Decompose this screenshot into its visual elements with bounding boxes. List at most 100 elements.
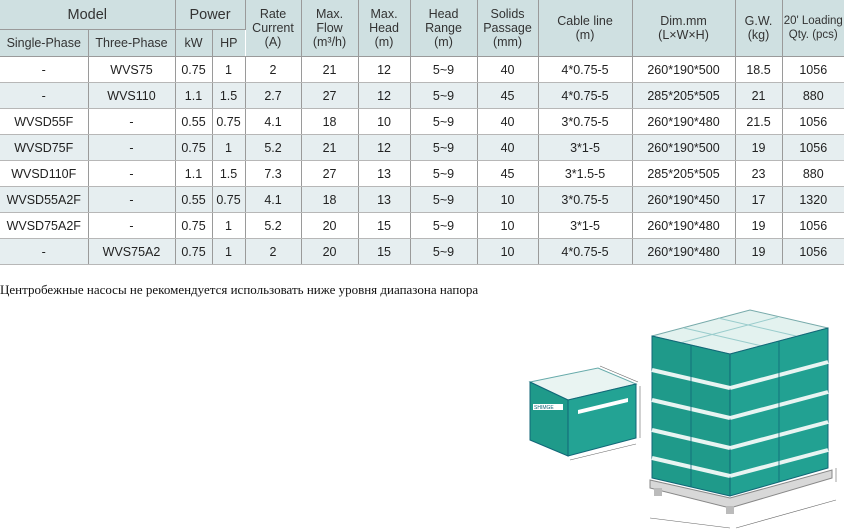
header-max-head: Max. Head (m) (358, 0, 411, 57)
carton-brand-label: SHIMGE (534, 405, 554, 411)
cell-three-phase: WVS75 (88, 56, 176, 83)
cell-loading-qty: 1056 (782, 212, 844, 239)
cell-loading-qty: 880 (782, 160, 844, 187)
cell-kw: 0.75 (175, 56, 213, 83)
cell-hp: 1.5 (212, 82, 246, 109)
note-text: Центробежные насосы не рекомендуется исп… (0, 282, 479, 297)
cell-max-flow: 20 (301, 212, 359, 239)
cell-loading-qty: 1320 (782, 186, 844, 213)
cell-hp: 1 (212, 134, 246, 161)
table-row: - WVS110 1.1 1.5 2.7 27 12 5~9 45 4*0.75-5 285*205… (0, 82, 844, 109)
cell-loading-qty: 1056 (782, 238, 844, 265)
cell-gross-weight: 19 (735, 134, 783, 161)
cell-solids-passage: 10 (477, 186, 539, 213)
cell-max-head: 12 (358, 82, 411, 109)
cell-max-head: 13 (358, 160, 411, 187)
cell-gross-weight: 21.5 (735, 108, 783, 135)
header-gross-weight: G.W. (kg) (735, 0, 783, 57)
cell-cable-line: 3*1.5-5 (538, 160, 633, 187)
cell-single-phase: WVSD110F (0, 160, 89, 187)
cell-solids-passage: 45 (477, 160, 539, 187)
cell-kw: 0.55 (175, 186, 213, 213)
header-dimensions: Dim.mm (L×W×H) (632, 0, 736, 57)
cell-max-head: 12 (358, 134, 411, 161)
cell-max-head: 13 (358, 186, 411, 213)
header-model: Model (0, 0, 176, 30)
cell-dimensions: 260*190*480 (632, 238, 736, 265)
cell-loading-qty: 1056 (782, 56, 844, 83)
cell-max-flow: 18 (301, 108, 359, 135)
cell-hp: 0.75 (212, 186, 246, 213)
cell-rate-current: 4.1 (245, 108, 302, 135)
cell-single-phase: - (0, 56, 89, 83)
cell-gross-weight: 21 (735, 82, 783, 109)
cell-cable-line: 4*0.75-5 (538, 238, 633, 265)
header-max-flow: Max. Flow (m³/h) (301, 0, 359, 57)
cell-rate-current: 5.2 (245, 212, 302, 239)
cell-rate-current: 2.7 (245, 82, 302, 109)
cell-kw: 0.55 (175, 108, 213, 135)
cell-dimensions: 260*190*480 (632, 212, 736, 239)
header-hp: HP (212, 29, 246, 57)
header-power: Power (175, 0, 246, 30)
cell-cable-line: 3*0.75-5 (538, 186, 633, 213)
cell-three-phase: - (88, 160, 176, 187)
header-solids-passage: Solids Passage (mm) (477, 0, 539, 57)
cell-dimensions: 285*205*505 (632, 82, 736, 109)
cell-head-range: 5~9 (410, 82, 478, 109)
cell-dimensions: 260*190*500 (632, 56, 736, 83)
cell-rate-current: 7.3 (245, 160, 302, 187)
header-cable-line: Cable line (m) (538, 0, 633, 57)
cell-single-phase: WVSD75A2F (0, 212, 89, 239)
cell-single-phase: - (0, 82, 89, 109)
cell-solids-passage: 10 (477, 238, 539, 265)
cell-three-phase: - (88, 134, 176, 161)
cell-hp: 1 (212, 56, 246, 83)
header-three-phase: Three-Phase (88, 29, 176, 57)
cell-gross-weight: 18.5 (735, 56, 783, 83)
cell-cable-line: 3*0.75-5 (538, 108, 633, 135)
cell-max-head: 15 (358, 238, 411, 265)
cell-cable-line: 3*1-5 (538, 212, 633, 239)
cell-solids-passage: 10 (477, 212, 539, 239)
cell-three-phase: WVS110 (88, 82, 176, 109)
header-kw: kW (175, 29, 213, 57)
cell-head-range: 5~9 (410, 56, 478, 83)
cell-gross-weight: 19 (735, 212, 783, 239)
table-row: WVSD75A2F -0.75 1 5.2 20 15 5~9 10 3*1-5 260*190*… (0, 212, 844, 239)
table-row: - WVS75 0.75 1 2 21 12 5~9 40 4*0.75-5 260*190*500… (0, 56, 844, 83)
cell-cable-line: 4*0.75-5 (538, 56, 633, 83)
cell-head-range: 5~9 (410, 186, 478, 213)
cell-rate-current: 5.2 (245, 134, 302, 161)
table-row: WVSD55A2F -0.55 0.75 4.1 18 13 5~9 10 3*0.75-5 26… (0, 186, 844, 213)
table-row: WVSD110F -1.1 1.5 7.3 27 13 5~9 45 3*1.5-5 285*20… (0, 160, 844, 187)
cell-single-phase: WVSD55F (0, 108, 89, 135)
cell-solids-passage: 45 (477, 82, 539, 109)
cell-head-range: 5~9 (410, 108, 478, 135)
cell-kw: 0.75 (175, 238, 213, 265)
cell-three-phase: - (88, 108, 176, 135)
cell-max-flow: 21 (301, 56, 359, 83)
cell-rate-current: 4.1 (245, 186, 302, 213)
table-row: WVSD55F -0.55 0.75 4.1 18 10 5~9 40 3*0.75-5 260*… (0, 108, 844, 135)
cell-head-range: 5~9 (410, 160, 478, 187)
cell-hp: 1 (212, 212, 246, 239)
cell-hp: 1 (212, 238, 246, 265)
cell-max-flow: 20 (301, 238, 359, 265)
cell-cable-line: 4*0.75-5 (538, 82, 633, 109)
cell-gross-weight: 19 (735, 238, 783, 265)
cell-single-phase: WVSD55A2F (0, 186, 89, 213)
cell-loading-qty: 1056 (782, 134, 844, 161)
cell-hp: 0.75 (212, 108, 246, 135)
header-loading-qty: 20' Loading Qty. (pcs) (782, 0, 844, 57)
table-row: - WVS75A2 0.75 1 2 20 15 5~9 10 4*0.75-5 260*190*4… (0, 238, 844, 265)
cell-head-range: 5~9 (410, 238, 478, 265)
cell-gross-weight: 17 (735, 186, 783, 213)
cell-head-range: 5~9 (410, 134, 478, 161)
cell-max-head: 10 (358, 108, 411, 135)
table-row: WVSD75F -0.75 1 5.2 21 12 5~9 40 3*1-5 260*190*50… (0, 134, 844, 161)
cell-kw: 0.75 (175, 212, 213, 239)
cell-three-phase: - (88, 212, 176, 239)
cell-solids-passage: 40 (477, 108, 539, 135)
cell-max-flow: 27 (301, 160, 359, 187)
